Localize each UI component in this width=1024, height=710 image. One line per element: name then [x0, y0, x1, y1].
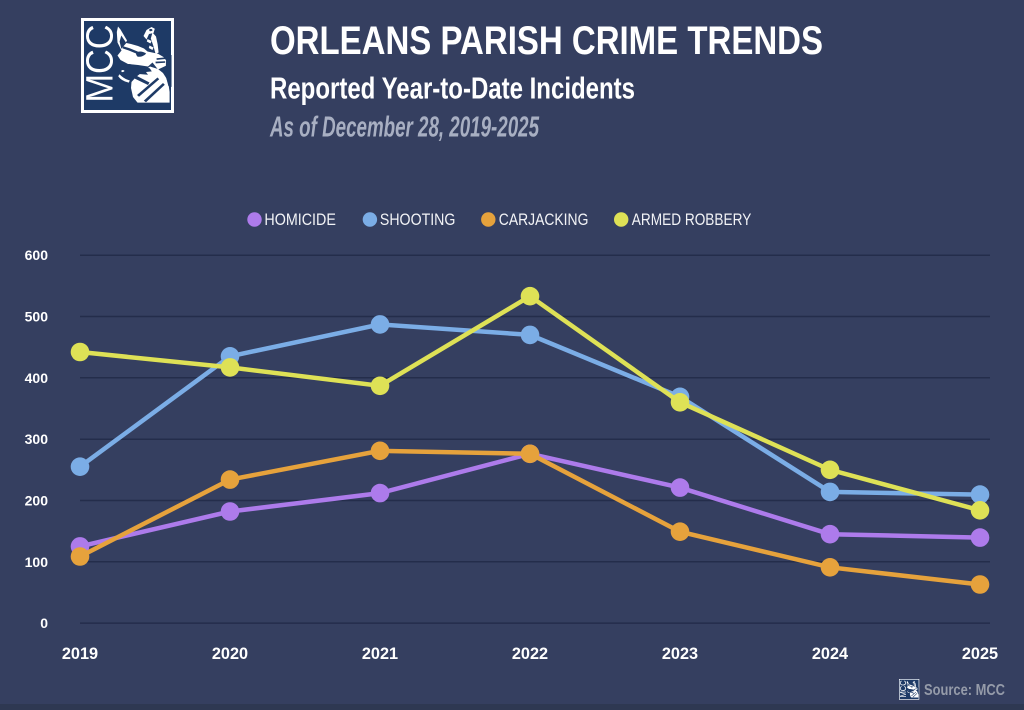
svg-text:SHOOTING: SHOOTING — [380, 211, 456, 229]
svg-text:HOMICIDE: HOMICIDE — [264, 211, 336, 229]
svg-text:2023: 2023 — [662, 645, 698, 663]
svg-text:2020: 2020 — [212, 645, 248, 663]
svg-text:600: 600 — [25, 247, 49, 263]
svg-text:2022: 2022 — [512, 645, 548, 663]
svg-text:ORLEANS PARISH CRIME TRENDS: ORLEANS PARISH CRIME TRENDS — [270, 19, 823, 63]
svg-text:0: 0 — [40, 615, 48, 631]
svg-text:As of December 28, 2019-2025: As of December 28, 2019-2025 — [269, 111, 539, 143]
svg-text:2021: 2021 — [362, 645, 398, 663]
svg-text:Reported Year-to-Date Incident: Reported Year-to-Date Incidents — [270, 71, 635, 106]
svg-text:2019: 2019 — [62, 645, 98, 663]
svg-text:Source: MCC: Source: MCC — [924, 682, 1005, 699]
svg-text:ARMED ROBBERY: ARMED ROBBERY — [632, 211, 752, 229]
svg-text:100: 100 — [25, 554, 49, 570]
svg-text:CARJACKING: CARJACKING — [499, 211, 589, 229]
svg-text:300: 300 — [25, 431, 49, 447]
svg-text:2025: 2025 — [962, 645, 998, 663]
svg-text:500: 500 — [25, 309, 49, 325]
svg-text:200: 200 — [25, 493, 49, 509]
svg-text:MCC: MCC — [80, 25, 122, 103]
svg-text:400: 400 — [25, 370, 49, 386]
svg-text:2024: 2024 — [812, 645, 848, 663]
